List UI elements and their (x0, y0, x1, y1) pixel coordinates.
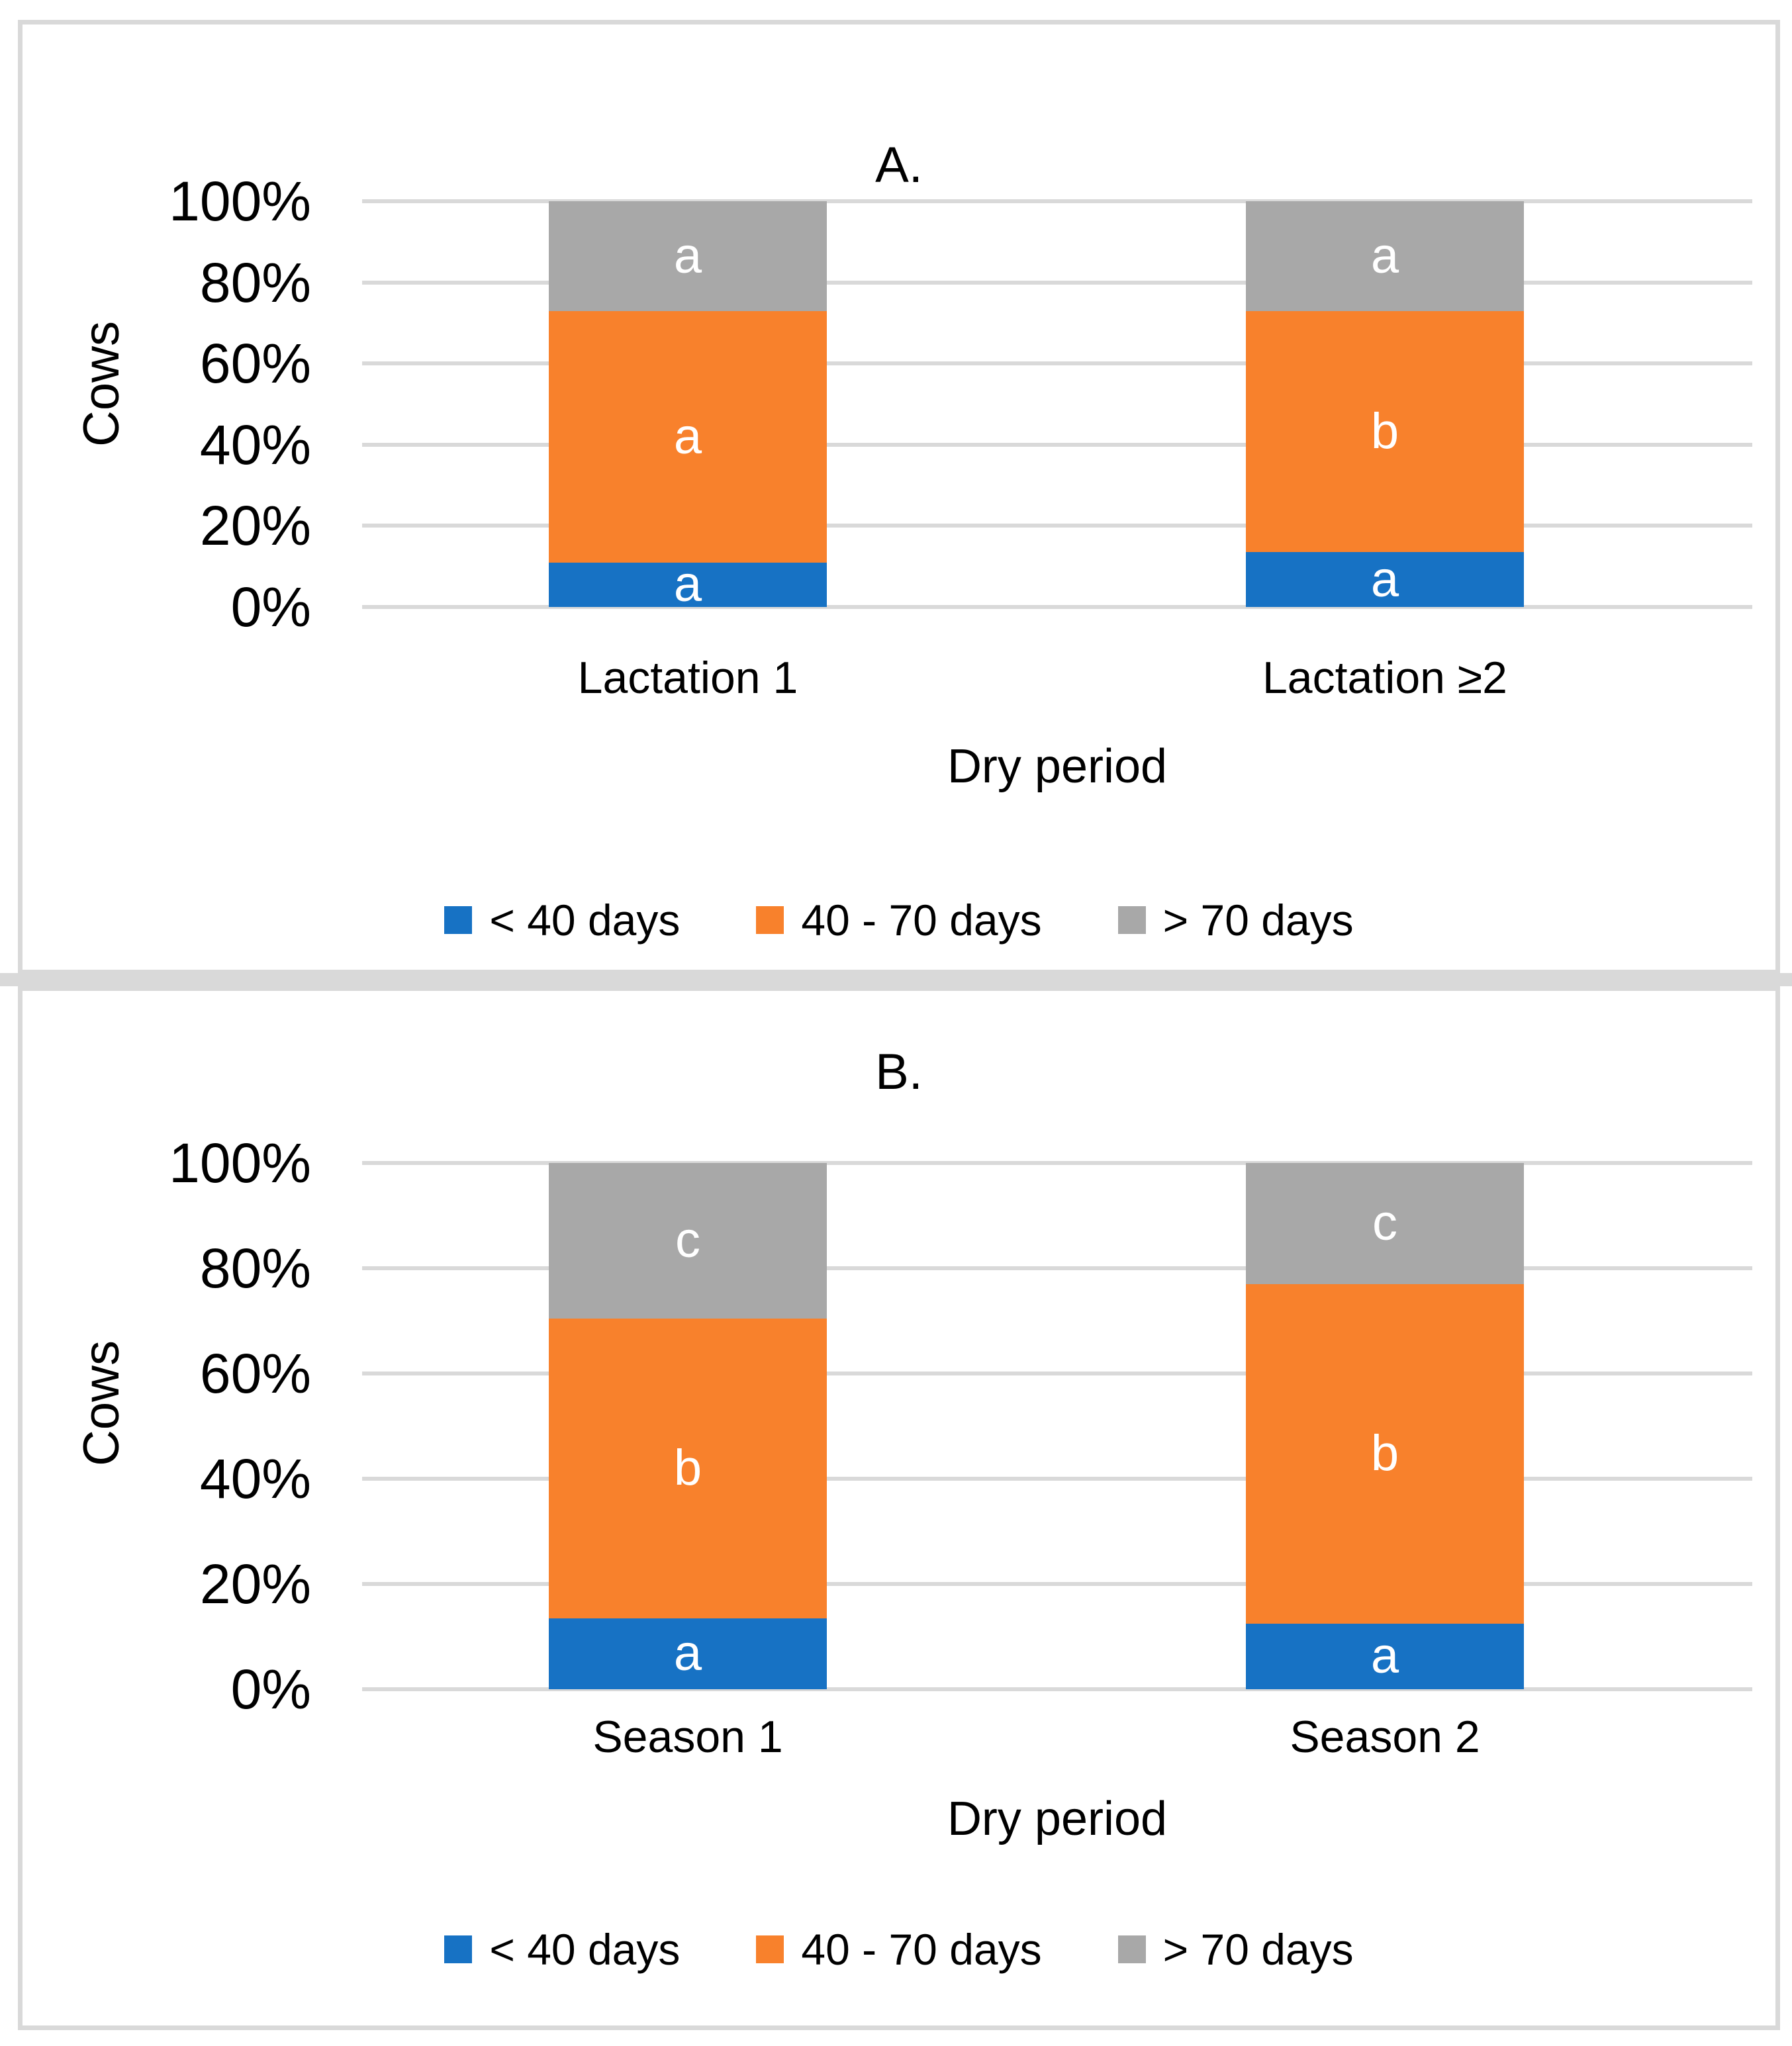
chart-title-b: B. (875, 1044, 923, 1100)
x-axis-category-labels: Season 1 Season 2 (362, 1712, 1752, 1772)
legend-label: > 70 days (1162, 1925, 1354, 1974)
bar-segment: b (1246, 310, 1524, 553)
gridline (362, 280, 1752, 285)
y-tick-label: 80% (199, 1237, 311, 1299)
bar-segment: a (1246, 552, 1524, 607)
y-tick-label: 100% (169, 1132, 311, 1194)
y-axis-tick-labels: 100% 80% 60% 40% 20% 0% (82, 1135, 311, 1717)
legend-item: > 70 days (1117, 1925, 1354, 1974)
bar-segment: c (1246, 1163, 1524, 1284)
legend-item: 40 - 70 days (756, 1925, 1042, 1974)
legend: < 40 days 40 - 70 days > 70 days (23, 898, 1775, 942)
legend-item: > 70 days (1117, 896, 1354, 945)
chart-title-a: A. (875, 137, 923, 193)
y-tick-label: 60% (199, 332, 311, 395)
category-label: Lactation ≥2 (1262, 653, 1507, 703)
gridline (362, 1687, 1752, 1691)
y-tick-label: 40% (199, 1448, 311, 1510)
bar-segment: c (549, 1163, 827, 1319)
gridline (362, 361, 1752, 366)
gridline (362, 605, 1752, 609)
gridline (362, 1582, 1752, 1586)
gridline (362, 1372, 1752, 1375)
y-tick-label: 20% (199, 1553, 311, 1615)
x-axis-title: Dry period (947, 740, 1168, 793)
legend-label: < 40 days (489, 1925, 681, 1974)
legend-item: < 40 days (444, 898, 680, 942)
bar-segment: a (1246, 201, 1524, 311)
y-tick-label: 60% (199, 1342, 311, 1405)
bar-segment: b (1246, 1283, 1524, 1624)
legend-swatch-icon (756, 906, 784, 934)
gridline (362, 1477, 1752, 1481)
x-axis-title: Dry period (947, 1792, 1168, 1845)
legend-label: 40 - 70 days (801, 896, 1042, 945)
panel-divider (0, 973, 1792, 986)
gridline (362, 199, 1752, 203)
legend-label: > 70 days (1162, 896, 1354, 945)
legend-swatch-icon (756, 1935, 784, 1963)
y-tick-label: 0% (230, 576, 311, 638)
legend-swatch-icon (444, 906, 473, 934)
legend-swatch-icon (1117, 1935, 1146, 1963)
category-label: Lactation 1 (577, 653, 798, 703)
category-label: Season 2 (1290, 1712, 1480, 1762)
category-label: Season 1 (592, 1712, 783, 1762)
gridline (362, 442, 1752, 447)
legend: < 40 days 40 - 70 days > 70 days (23, 1928, 1775, 1971)
gridline (362, 1161, 1752, 1165)
y-tick-label: 0% (230, 1658, 311, 1720)
gridline (362, 1266, 1752, 1270)
bar-segment: a (549, 310, 827, 563)
y-tick-label: 100% (169, 170, 311, 232)
legend-item: < 40 days (444, 1928, 680, 1971)
bar-segment: b (549, 1318, 827, 1618)
legend-label: < 40 days (489, 896, 681, 945)
bar-segment: a (549, 1618, 827, 1689)
legend-swatch-icon (1117, 906, 1146, 934)
bar-segment: a (1246, 1623, 1524, 1689)
y-axis-tick-labels: 100% 80% 60% 40% 20% 0% (82, 173, 311, 635)
y-tick-label: 80% (199, 251, 311, 314)
x-axis-category-labels: Lactation 1 Lactation ≥2 (362, 653, 1752, 713)
y-tick-label: 20% (199, 494, 311, 557)
gridline (362, 524, 1752, 528)
legend-item: 40 - 70 days (756, 896, 1042, 945)
y-tick-label: 40% (199, 413, 311, 476)
bar-segment: a (549, 559, 827, 610)
legend-label: 40 - 70 days (801, 1925, 1042, 1974)
bar-segment: a (549, 201, 827, 311)
legend-swatch-icon (444, 1935, 473, 1963)
